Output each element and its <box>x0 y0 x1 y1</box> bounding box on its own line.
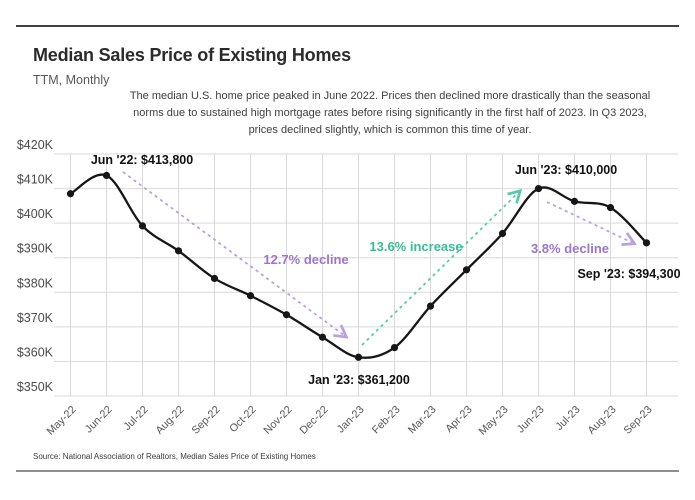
data-point <box>534 184 543 193</box>
data-point <box>570 197 579 205</box>
y-tick-label: $390K <box>17 242 54 256</box>
data-point <box>498 229 507 238</box>
y-tick-label: $410K <box>17 173 54 187</box>
x-tick-label: Jun-23 <box>515 404 547 436</box>
data-point <box>390 343 399 352</box>
data-point <box>138 222 147 230</box>
top-divider <box>16 25 679 27</box>
data-point <box>282 311 291 319</box>
x-tick-label: Dec-22 <box>298 404 331 437</box>
data-point <box>174 247 183 255</box>
data-point <box>210 274 219 283</box>
y-tick-label: $350K <box>17 380 54 394</box>
trend-label-decline-2022: 12.7% decline <box>263 252 348 267</box>
chart-annotation: The median U.S. home price peaked in Jun… <box>98 88 682 139</box>
decline-arrow-q3-2023 <box>546 201 633 243</box>
annotation-line: prices declined slightly, which is commo… <box>248 124 532 136</box>
x-tick-label: Aug-23 <box>586 404 619 437</box>
data-point <box>462 266 471 274</box>
data-point <box>102 171 111 180</box>
grid-lines <box>54 153 678 397</box>
x-tick-label: May-23 <box>477 404 511 438</box>
x-tick-label: Jun-22 <box>83 404 115 436</box>
data-point <box>66 190 75 198</box>
x-tick-label: Feb-23 <box>370 404 403 437</box>
bottom-divider <box>16 470 679 472</box>
y-axis-labels: $420K $410K $400K $390K $380K $370K $360K $350K <box>17 138 54 394</box>
increase-arrow-2023 <box>361 192 519 346</box>
trend-label-increase-2023: 13.6% increase <box>369 239 462 254</box>
x-tick-label: Jan-23 <box>335 404 367 436</box>
x-tick-label: May-22 <box>45 404 79 438</box>
data-point <box>354 353 363 361</box>
point-label-jun-23: Jun '23: $410,000 <box>515 163 617 177</box>
data-point <box>606 203 615 212</box>
y-tick-label: $380K <box>17 276 54 290</box>
annotation-line: The median U.S. home price peaked in Jun… <box>129 90 651 102</box>
x-tick-label: Mar-23 <box>406 404 439 437</box>
y-tick-label: $370K <box>17 311 54 325</box>
x-axis-labels: May-22 Jun-22 Jul-22 Aug-22 Sep-22 Oct-22 Nov-… <box>45 404 655 438</box>
point-label-sep-23: Sep '23: $394,300 <box>577 267 680 281</box>
price-series <box>66 171 651 361</box>
source-note: Source: National Association of Realtors… <box>33 452 316 461</box>
x-tick-label: Nov-22 <box>262 404 295 437</box>
trend-label-decline-q3-2023: 3.8% decline <box>531 241 609 256</box>
data-point <box>246 292 255 300</box>
x-tick-label: Jul-22 <box>121 404 150 433</box>
annotation-line: norms due to sustained high mortgage rat… <box>133 107 647 119</box>
x-tick-label: Apr-23 <box>443 404 474 435</box>
data-point <box>642 239 651 247</box>
x-tick-label: Oct-22 <box>227 404 258 435</box>
y-tick-label: $420K <box>17 138 54 152</box>
x-tick-label: Sep-22 <box>190 404 223 437</box>
x-tick-label: Jul-23 <box>553 404 582 433</box>
data-point <box>318 333 327 341</box>
x-tick-label: Aug-22 <box>154 404 187 437</box>
y-tick-label: $400K <box>17 207 54 221</box>
y-tick-label: $360K <box>17 345 54 359</box>
point-label-jan-23: Jan '23: $361,200 <box>308 373 410 387</box>
x-tick-label: Sep-23 <box>622 404 655 437</box>
data-point <box>426 302 435 310</box>
page-title: Median Sales Price of Existing Homes <box>33 45 351 65</box>
point-label-jun-22: Jun '22: $413,800 <box>91 153 193 167</box>
chart-subtitle: TTM, Monthly <box>33 73 110 87</box>
